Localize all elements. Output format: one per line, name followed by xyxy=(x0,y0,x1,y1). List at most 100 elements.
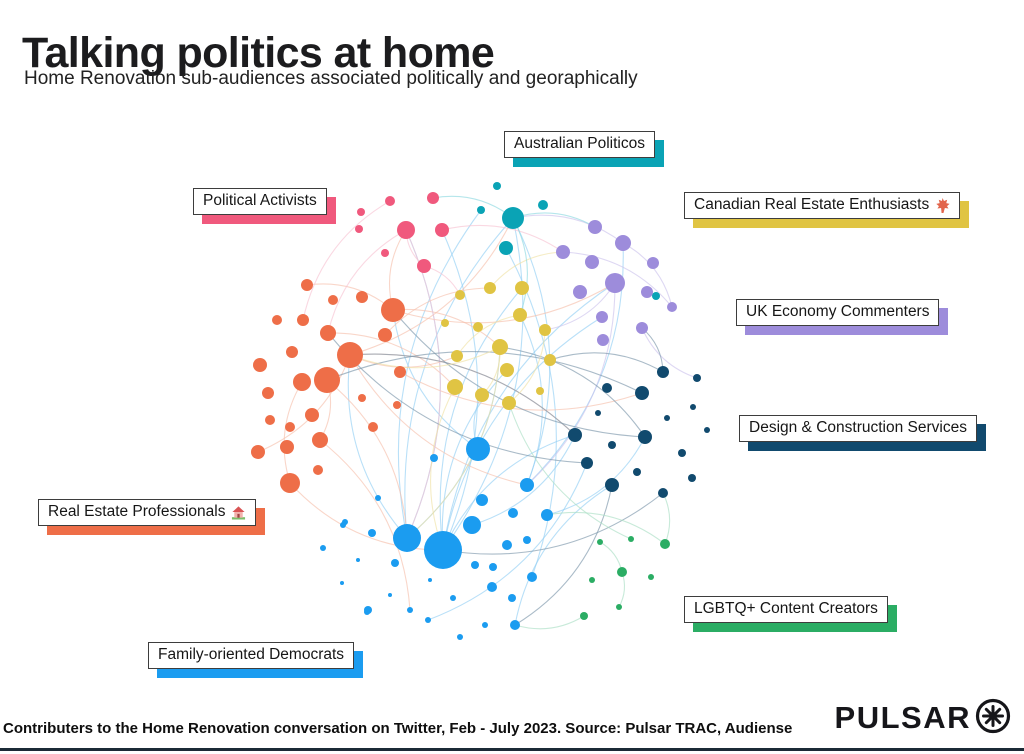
network-node-real-estate-professionals xyxy=(312,432,328,448)
label-design-construction-services: Design & Construction Services xyxy=(739,415,977,442)
network-node-family-oriented-democrats xyxy=(407,607,413,613)
network-node-family-oriented-democrats xyxy=(424,531,462,569)
network-edge xyxy=(489,251,564,289)
network-edge xyxy=(441,369,508,551)
network-node-canadian-real-estate-enthusiasts xyxy=(473,322,483,332)
cluster-label-text: Australian Politicos xyxy=(514,135,645,152)
network-node-canadian-real-estate-enthusiasts xyxy=(492,339,508,355)
network-edge xyxy=(327,229,407,334)
bottom-rule xyxy=(0,748,1024,751)
network-node-real-estate-professionals xyxy=(285,422,295,432)
network-node-lgbtq-content-creators xyxy=(648,574,654,580)
network-edge xyxy=(430,386,456,551)
network-edge xyxy=(392,308,501,348)
network-node-real-estate-professionals xyxy=(253,358,267,372)
network-node-family-oriented-democrats xyxy=(527,572,537,582)
network-edge xyxy=(549,352,664,373)
network-node-family-oriented-democrats xyxy=(320,545,326,551)
network-node-political-activists xyxy=(357,208,365,216)
network-node-canadian-real-estate-enthusiasts xyxy=(455,290,465,300)
network-node-real-estate-professionals xyxy=(286,346,298,358)
network-edge xyxy=(471,434,576,526)
network-node-canadian-real-estate-enthusiasts xyxy=(536,387,544,395)
network-edge xyxy=(432,195,514,219)
network-node-family-oriented-democrats xyxy=(508,594,516,602)
network-edge xyxy=(546,511,666,545)
network-node-uk-economy-commenters xyxy=(556,245,570,259)
network-node-australian-politicos xyxy=(652,292,660,300)
cluster-label-text: Family-oriented Democrats xyxy=(158,646,345,663)
cluster-label-text: Real Estate Professionals xyxy=(48,503,226,520)
network-node-australian-politicos xyxy=(499,241,513,255)
network-node-canadian-real-estate-enthusiasts xyxy=(502,396,516,410)
network-node-canadian-real-estate-enthusiasts xyxy=(447,379,463,395)
network-edge xyxy=(399,371,643,411)
network-edge xyxy=(327,332,456,388)
network-node-real-estate-professionals xyxy=(394,366,406,378)
network-node-design-construction-services xyxy=(678,449,686,457)
network-node-australian-politicos xyxy=(538,200,548,210)
network-node-real-estate-professionals xyxy=(262,387,274,399)
network-node-uk-economy-commenters xyxy=(596,311,608,323)
network-node-political-activists xyxy=(355,225,363,233)
network-node-lgbtq-content-creators xyxy=(597,539,603,545)
network-node-design-construction-services xyxy=(658,488,668,498)
network-node-family-oriented-democrats xyxy=(541,509,553,521)
label-family-oriented-democrats: Family-oriented Democrats xyxy=(148,642,355,669)
network-edge xyxy=(641,327,698,379)
cluster-label-text: LGBTQ+ Content Creators xyxy=(694,600,878,617)
pulsar-wordmark: PULSAR xyxy=(834,700,971,735)
network-edge xyxy=(392,309,479,450)
network-node-family-oriented-democrats xyxy=(520,478,534,492)
network-node-political-activists xyxy=(397,221,415,239)
network-node-political-activists xyxy=(381,249,389,257)
network-node-design-construction-services xyxy=(568,428,582,442)
maple-leaf-icon xyxy=(936,197,950,213)
network-node-family-oriented-democrats xyxy=(428,578,432,582)
network-edge xyxy=(439,287,523,551)
network-node-family-oriented-democrats xyxy=(489,563,497,571)
network-node-real-estate-professionals xyxy=(337,342,363,368)
network-node-family-oriented-democrats xyxy=(368,529,376,537)
network-node-design-construction-services xyxy=(657,366,669,378)
network-node-design-construction-services xyxy=(664,415,670,421)
network-edge xyxy=(392,282,616,324)
network-node-lgbtq-content-creators xyxy=(660,539,670,549)
network-node-family-oriented-democrats xyxy=(364,606,372,614)
network-node-real-estate-professionals xyxy=(356,291,368,303)
network-edge xyxy=(442,217,524,551)
network-node-family-oriented-democrats xyxy=(457,634,463,640)
network-node-family-oriented-democrats xyxy=(391,559,399,567)
network-node-design-construction-services xyxy=(688,474,696,482)
network-node-canadian-real-estate-enthusiasts xyxy=(451,350,463,362)
network-node-design-construction-services xyxy=(581,457,593,469)
network-node-real-estate-professionals xyxy=(368,422,378,432)
network-node-real-estate-professionals xyxy=(301,279,313,291)
cluster-label-text: Political Activists xyxy=(203,192,317,209)
network-node-family-oriented-democrats xyxy=(471,561,479,569)
network-edge xyxy=(442,434,576,551)
network-edge xyxy=(512,217,528,316)
network-node-canadian-real-estate-enthusiasts xyxy=(475,388,489,402)
cluster-label-text: Design & Construction Services xyxy=(749,419,967,436)
network-node-real-estate-professionals xyxy=(297,314,309,326)
label-canadian-real-estate-enthusiasts: Canadian Real Estate Enthusiasts xyxy=(684,192,961,219)
network-node-canadian-real-estate-enthusiasts xyxy=(539,324,551,336)
network-edge xyxy=(508,329,546,404)
network-node-uk-economy-commenters xyxy=(667,302,677,312)
network-node-design-construction-services xyxy=(638,430,652,444)
network-node-uk-economy-commenters xyxy=(615,235,631,251)
network-node-family-oriented-democrats xyxy=(356,558,360,562)
network-node-family-oriented-democrats xyxy=(388,593,392,597)
network-node-canadian-real-estate-enthusiasts xyxy=(544,354,556,366)
network-node-canadian-real-estate-enthusiasts xyxy=(500,363,514,377)
pulsar-asterisk-icon xyxy=(975,698,1011,734)
network-node-real-estate-professionals xyxy=(314,367,340,393)
network-node-real-estate-professionals xyxy=(378,328,392,342)
network-node-design-construction-services xyxy=(605,478,619,492)
network-edge xyxy=(283,381,303,484)
network-edge xyxy=(514,484,613,626)
network-node-real-estate-professionals xyxy=(280,473,300,493)
network-edge xyxy=(442,316,603,551)
network-node-family-oriented-democrats xyxy=(340,522,346,528)
